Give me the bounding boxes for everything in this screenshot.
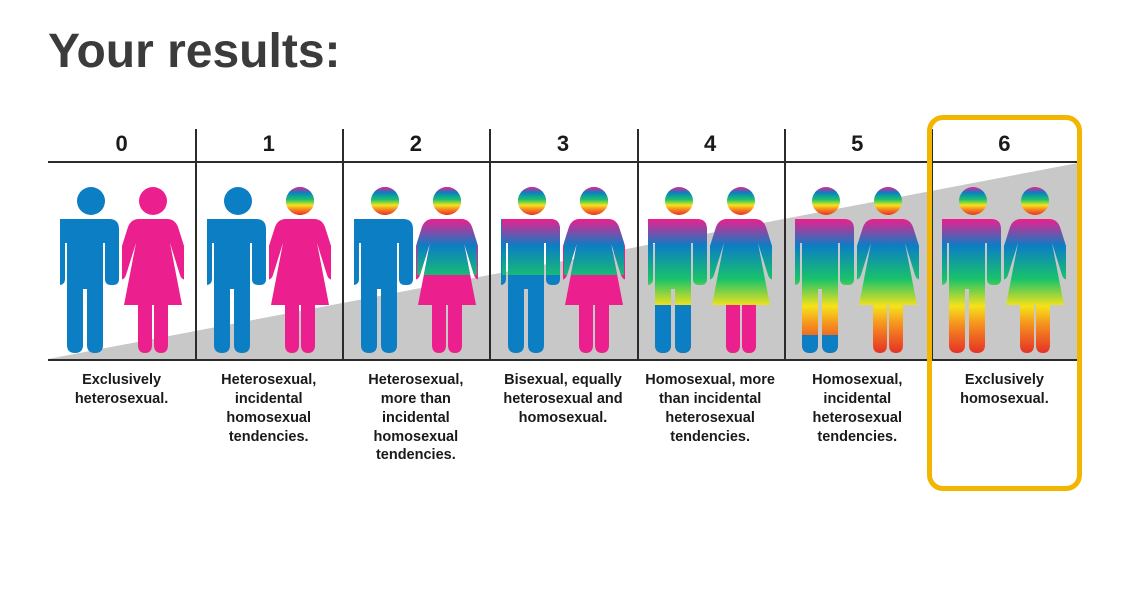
male-figure-icon — [648, 185, 710, 355]
scale-number: 1 — [263, 129, 275, 163]
male-figure-icon — [501, 185, 563, 355]
scale-label: Homosexual, more than incidental heteros… — [637, 361, 784, 446]
scale-column: 5 Homosexual, incidental heterosexua — [784, 129, 931, 465]
scale-column: 0 Exclusively heterosexual. — [48, 129, 195, 465]
male-figure-icon — [354, 185, 416, 355]
figure-row — [489, 165, 636, 361]
scale-label: Exclusively heterosexual. — [48, 361, 195, 409]
female-figure-icon — [563, 185, 625, 355]
figure-pair — [207, 185, 331, 355]
scale-column: 4 Homosexual, more — [637, 129, 784, 465]
figure-pair — [354, 185, 478, 355]
figure-pair — [942, 185, 1066, 355]
scale-column: 2 Heterosexual, mo — [342, 129, 489, 465]
scale-number: 2 — [410, 129, 422, 163]
kinsey-scale: 0 Exclusively heterosexual. 1 — [48, 129, 1078, 465]
female-figure-icon — [416, 185, 478, 355]
scale-number: 0 — [115, 129, 127, 163]
scale-wrap: 0 Exclusively heterosexual. 1 — [48, 129, 1078, 465]
scale-label: Heterosexual, more than incidental homos… — [342, 361, 489, 465]
female-figure-icon — [269, 185, 331, 355]
male-figure-icon — [60, 185, 122, 355]
scale-number: 6 — [998, 129, 1010, 163]
figure-pair — [60, 185, 184, 355]
figure-row — [195, 165, 342, 361]
figure-row — [637, 165, 784, 361]
female-figure-icon — [857, 185, 919, 355]
figure-row — [784, 165, 931, 361]
page-title: Your results: — [48, 24, 1077, 79]
female-figure-icon — [122, 185, 184, 355]
male-figure-icon — [207, 185, 269, 355]
page: Your results: 0 — [0, 0, 1125, 596]
figure-pair — [648, 185, 772, 355]
male-figure-icon — [795, 185, 857, 355]
scale-number: 3 — [557, 129, 569, 163]
scale-label: Bisexual, equally heterosexual and homos… — [489, 361, 636, 428]
scale-label: Homosexual, incidental heterosexual tend… — [784, 361, 931, 446]
figure-row — [48, 165, 195, 361]
female-figure-icon — [1004, 185, 1066, 355]
figure-row — [931, 165, 1078, 361]
figure-row — [342, 165, 489, 361]
scale-label: Exclusively homosexual. — [931, 361, 1078, 409]
scale-label: Heterosexual, incidental homosexual tend… — [195, 361, 342, 446]
male-figure-icon — [942, 185, 1004, 355]
scale-column: 1 Heterosexual, incidental homosexua — [195, 129, 342, 465]
scale-number: 4 — [704, 129, 716, 163]
scale-number: 5 — [851, 129, 863, 163]
female-figure-icon — [710, 185, 772, 355]
figure-pair — [795, 185, 919, 355]
scale-column: 3 Bisexual, equall — [489, 129, 636, 465]
scale-column: 6 Exclusively homosexual. — [931, 129, 1078, 465]
figure-pair — [501, 185, 625, 355]
